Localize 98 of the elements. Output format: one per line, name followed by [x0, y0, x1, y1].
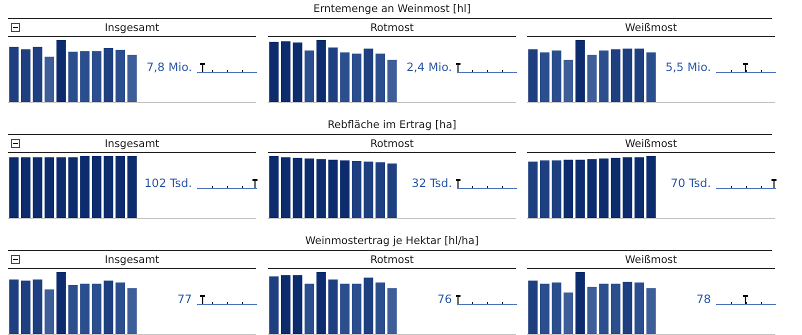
bar: [281, 157, 290, 218]
bar: [269, 42, 279, 102]
bar: [646, 52, 656, 102]
chart-title: Insgesamt: [8, 252, 256, 269]
bar: [92, 51, 102, 102]
bar: [269, 276, 279, 334]
bar: [292, 275, 302, 334]
bar: [116, 50, 125, 102]
bar: [21, 49, 30, 102]
bar: [587, 54, 597, 102]
bar: [352, 284, 362, 334]
bar: [364, 278, 374, 334]
bar: [9, 46, 19, 102]
bar: [328, 160, 338, 218]
text: 78: [696, 292, 711, 306]
bar: [387, 60, 397, 102]
bar: [68, 285, 78, 334]
bar: [32, 279, 42, 334]
bar: [269, 156, 279, 218]
bar: [304, 158, 314, 218]
bar: [304, 284, 314, 334]
bar: [127, 54, 137, 102]
bar: [281, 41, 290, 102]
chart-title: Rotmost: [268, 252, 516, 269]
bar: [552, 282, 562, 334]
bar: [646, 288, 656, 334]
text: 70 Tsd.: [670, 176, 711, 190]
text: 7,8 Mio.: [146, 60, 192, 74]
chart-title: Rotmost: [268, 20, 516, 37]
bar: [316, 40, 326, 102]
bar: [304, 50, 314, 102]
bar: [92, 284, 102, 334]
bar: [610, 49, 620, 102]
bar: [292, 158, 302, 218]
bar: [316, 159, 326, 218]
bar: [68, 52, 78, 102]
text: 2,4 Mio.: [406, 60, 452, 74]
bar: [328, 47, 338, 102]
bar: [352, 54, 362, 102]
bar: [528, 49, 538, 102]
bar: [552, 50, 562, 102]
bar: [634, 282, 644, 334]
text: 5,5 Mio.: [665, 60, 711, 74]
chart-subtitle: Erntemenge an Weinmost [hl]: [312, 2, 472, 17]
bar: [292, 42, 302, 102]
bar: [587, 286, 597, 334]
bar: [340, 160, 350, 218]
bar: [9, 279, 19, 334]
bar: [622, 282, 632, 334]
chart-subtitle: Rebfläche im Ertrag [ha]: [326, 118, 458, 133]
bar: [340, 52, 350, 102]
bar: [540, 52, 550, 102]
chart-title: Rotmost: [268, 136, 516, 153]
bar: [364, 48, 374, 102]
bar: [32, 46, 42, 102]
chart-title: Weißmost: [527, 136, 775, 153]
bar: [21, 280, 30, 334]
bar: [599, 50, 609, 102]
chart-title: Weißmost: [527, 252, 775, 269]
chart-subtitle: Weinmostertrag je Hektar [hl/ha]: [304, 234, 480, 249]
bar: [564, 292, 574, 334]
bar: [376, 282, 385, 334]
bar: [104, 280, 114, 334]
text: 77: [177, 292, 192, 306]
bar: [622, 48, 632, 102]
bar: [540, 284, 550, 334]
bar: [376, 162, 385, 218]
bar: [340, 284, 350, 334]
text: 102 Tsd.: [144, 176, 192, 190]
bar: [80, 51, 90, 102]
bar: [44, 289, 54, 334]
bar: [376, 54, 385, 102]
bar: [104, 48, 114, 102]
bar: [316, 272, 326, 334]
text: 32 Tsd.: [412, 176, 452, 190]
bar: [599, 284, 609, 334]
bar: [44, 56, 54, 102]
bar: [328, 279, 338, 334]
bar: [575, 40, 585, 102]
chart-title: Weißmost: [527, 20, 775, 37]
bar: [387, 163, 397, 218]
text: 76: [437, 292, 452, 306]
bar: [564, 60, 574, 102]
bar: [352, 160, 362, 218]
bar: [56, 40, 66, 102]
bar: [281, 275, 290, 334]
bar: [127, 288, 137, 334]
bar: [634, 48, 644, 102]
chart-title: Insgesamt: [8, 20, 256, 37]
bar: [364, 162, 374, 218]
bar: [610, 284, 620, 334]
bar: [116, 282, 125, 334]
chart-title: Insgesamt: [8, 136, 256, 153]
bar: [387, 288, 397, 334]
bar: [80, 284, 90, 334]
bar: [528, 280, 538, 334]
bar: [56, 272, 66, 334]
bar: [575, 272, 585, 334]
